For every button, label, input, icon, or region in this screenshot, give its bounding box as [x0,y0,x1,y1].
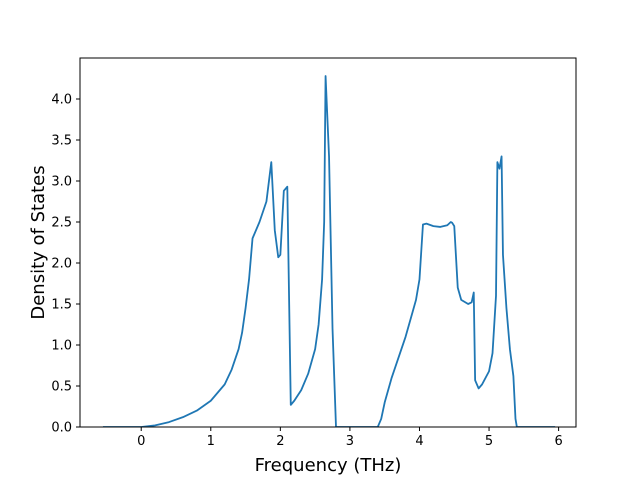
axes-frame [79,57,577,428]
y-tick-label: 2.5 [51,216,72,231]
y-tick-label: 2.0 [51,257,72,272]
x-tick-label: 6 [554,434,562,449]
y-tick-label: 3.0 [51,175,72,190]
x-tick-label: 3 [346,434,354,449]
y-tick-label: 0.0 [51,421,72,436]
dos-series-line [102,75,556,427]
y-tick-label: 4.0 [51,93,72,108]
y-tick-label: 0.5 [51,380,72,395]
x-tick-label: 0 [137,434,145,449]
x-axis-label: Frequency (THz) [255,455,402,476]
x-tick-label: 5 [485,434,493,449]
y-tick-label: 1.0 [51,339,72,354]
y-axis-ticks: 0.0 0.5 1.0 1.5 2.0 2.5 3.0 3.5 4.0 [51,93,80,436]
y-tick-label: 1.5 [51,298,72,313]
x-tick-label: 1 [207,434,215,449]
y-tick-label: 3.5 [51,134,72,149]
x-tick-label: 4 [415,434,423,449]
y-axis-label: Density of States [28,165,49,319]
plot-area [102,75,556,427]
x-axis-ticks: 0 1 2 3 4 5 6 [137,427,563,449]
x-tick-label: 2 [276,434,284,449]
